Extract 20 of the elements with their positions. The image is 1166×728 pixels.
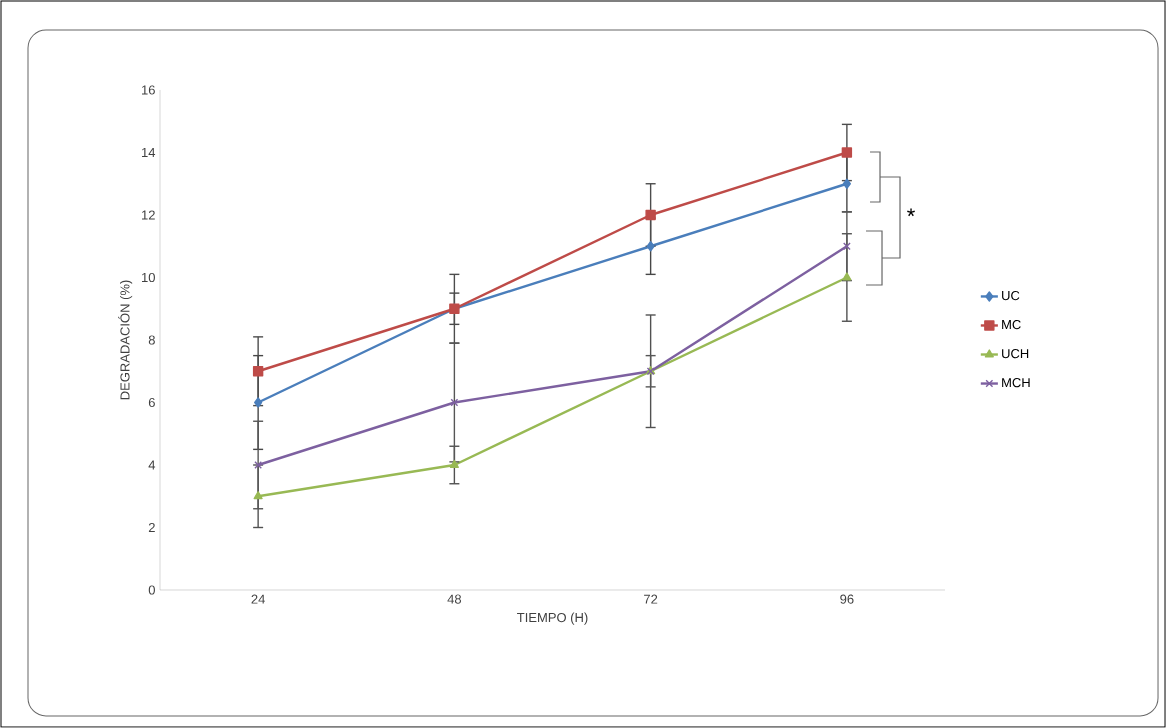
legend-label: UC <box>1002 290 1020 301</box>
x-tick-label: 96 <box>840 594 854 604</box>
legend-label: MC <box>1002 319 1021 330</box>
x-axis-title: TIEMPO (H) <box>517 612 588 625</box>
x-tick-label: 72 <box>644 594 658 604</box>
legend-label: MCH <box>1002 378 1030 388</box>
x-tick-label: 48 <box>447 594 462 604</box>
y-tick-label: 0 <box>148 585 155 595</box>
y-tick-label: 16 <box>142 85 155 95</box>
y-tick-label: 8 <box>148 335 155 345</box>
y-tick-label: 12 <box>142 210 155 220</box>
y-axis-title: DEGRADACIÓN (%) <box>118 280 133 400</box>
y-tick-label: 6 <box>148 397 155 408</box>
x-tick-label: 24 <box>251 594 265 604</box>
y-tick-label: 4 <box>148 460 156 470</box>
y-tick-label: 10 <box>142 272 155 283</box>
legend-label: UCH <box>1002 348 1029 359</box>
y-tick-label: 14 <box>142 148 156 157</box>
annotation: * <box>907 208 915 217</box>
y-tick-label: 2 <box>148 522 155 533</box>
